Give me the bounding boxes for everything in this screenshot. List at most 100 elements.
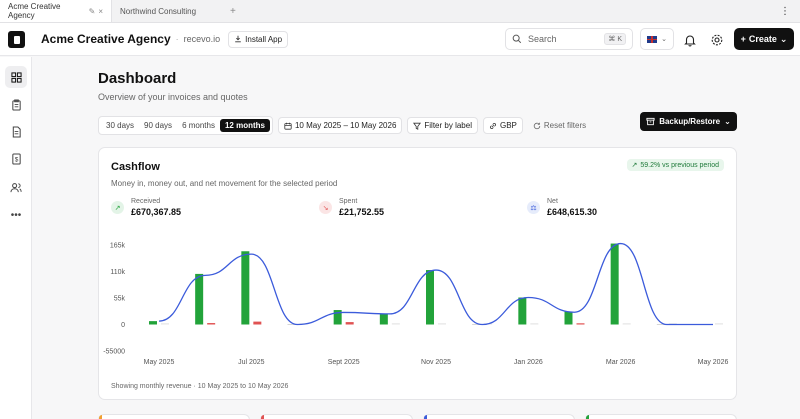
gear-icon[interactable]: [710, 33, 724, 47]
archive-icon: [646, 117, 655, 126]
create-button[interactable]: + Create ⌄: [734, 28, 794, 50]
spent-bar: [715, 323, 723, 325]
sidebar-item-quotes[interactable]: [5, 94, 27, 116]
calendar-icon: [284, 122, 292, 130]
filter-by-label-button[interactable]: Filter by label: [407, 117, 478, 134]
filter-icon: [413, 122, 422, 130]
received-bar: [149, 321, 157, 325]
received-bar: [195, 273, 204, 325]
summary-card[interactable]: [584, 414, 737, 419]
chart-caption: Showing monthly revenue · 10 May 2025 to…: [111, 383, 289, 390]
spent-bar: [530, 323, 539, 325]
new-tab-icon[interactable]: +: [230, 5, 236, 17]
workspace-domain: recevo.io: [183, 34, 221, 44]
tab-acme[interactable]: Acme Creative Agency ✎ ×: [0, 0, 112, 22]
received-bar: [333, 310, 342, 325]
plus-icon: +: [740, 34, 746, 44]
sidebar-item-clients[interactable]: [5, 176, 27, 198]
received-bar: [656, 324, 665, 325]
more-icon: •••: [10, 209, 22, 221]
y-tick-label: 165k: [110, 243, 126, 250]
spent-bar: [622, 323, 631, 325]
stat-label: Spent: [339, 198, 358, 205]
stat-value: £21,752.55: [339, 207, 385, 217]
link-icon: [489, 122, 496, 129]
y-tick-label: 0: [121, 322, 125, 329]
clipboard-icon: [11, 99, 21, 111]
scale-icon: ⚖: [527, 201, 540, 214]
stat-spent: ↘ Spent £21,752.55: [319, 198, 384, 217]
search-input[interactable]: Search ⌘ K: [505, 28, 633, 50]
filter-bar: 30 days 90 days 6 months 12 months 10 Ma…: [98, 116, 591, 135]
range-90-days[interactable]: 90 days: [144, 121, 173, 130]
stat-net: ⚖ Net £648,615.30: [527, 198, 597, 217]
reset-filters-label: Reset filters: [543, 121, 587, 130]
workspace-name[interactable]: Acme Creative Agency: [41, 32, 171, 46]
tab-northwind[interactable]: Northwind Consulting: [112, 0, 224, 22]
backup-restore-button[interactable]: Backup/Restore ⌄: [640, 112, 737, 131]
users-icon: [10, 182, 22, 192]
more-vertical-icon[interactable]: ⋮: [780, 5, 790, 17]
received-bar: [518, 297, 527, 325]
range-6-months[interactable]: 6 months: [182, 121, 215, 130]
chevron-down-icon: ⌄: [724, 117, 731, 126]
app-logo[interactable]: [8, 30, 25, 48]
date-range-button[interactable]: 10 May 2025 – 10 May 2026: [277, 117, 403, 134]
x-tick-label: Jul 2025: [238, 359, 265, 366]
x-tick-label: Nov 2025: [421, 359, 451, 366]
x-tick-label: May 2025: [144, 359, 175, 366]
received-bar: [287, 324, 296, 325]
uk-flag-icon: [647, 35, 658, 43]
invoice-icon: $: [11, 153, 21, 165]
y-tick-label: 110k: [110, 269, 125, 276]
arrow-up-right-icon: ↗: [111, 201, 124, 214]
language-selector[interactable]: ⌄: [640, 28, 674, 50]
cashflow-title: Cashflow: [111, 161, 160, 173]
received-bar: [610, 243, 619, 325]
sidebar: $ •••: [0, 57, 32, 419]
create-label: Create: [748, 34, 777, 44]
search-placeholder: Search: [528, 34, 557, 44]
spent-bar: [253, 321, 262, 325]
reset-filters-button[interactable]: Reset filters: [528, 118, 591, 133]
sidebar-item-dashboard[interactable]: [5, 66, 27, 88]
install-app-button[interactable]: Install App: [228, 30, 289, 48]
stat-label: Received: [131, 198, 161, 205]
trend-badge: ↗ 59.2% vs previous period: [626, 159, 724, 171]
main-content: Dashboard Overview of your invoices and …: [32, 57, 800, 419]
received-bar: [241, 251, 250, 325]
summary-card[interactable]: [260, 414, 413, 419]
refresh-icon: [533, 122, 541, 129]
sidebar-item-documents[interactable]: [5, 121, 27, 143]
install-app-label: Install App: [245, 34, 283, 44]
app-header: Acme Creative Agency · recevo.io Install…: [0, 23, 800, 56]
range-30-days[interactable]: 30 days: [106, 121, 135, 130]
currency-label: GBP: [499, 121, 517, 130]
arrow-down-right-icon: ↘: [319, 201, 332, 214]
net-line: [158, 242, 713, 326]
date-range-label: 10 May 2025 – 10 May 2026: [294, 121, 397, 130]
sidebar-item-invoices[interactable]: $: [5, 148, 27, 170]
cashflow-chart: 165k 110k 55k 0 -55000 May 2025 Jul 2025 Sept 2…: [103, 242, 729, 367]
chevron-down-icon: ⌄: [779, 33, 788, 44]
sidebar-item-more[interactable]: •••: [5, 204, 27, 226]
range-12-months[interactable]: 12 months: [219, 119, 270, 132]
spent-bar: [207, 323, 216, 325]
page-title: Dashboard: [98, 70, 177, 87]
x-tick-label: May 2026: [698, 359, 729, 366]
separator: ·: [175, 34, 179, 44]
close-icon[interactable]: ×: [98, 6, 103, 16]
trend-text: 59.2% vs previous period: [640, 161, 719, 169]
y-tick-label: -55000: [103, 349, 125, 356]
summary-card[interactable]: [98, 414, 251, 419]
spent-bar: [438, 323, 446, 325]
received-bar: [426, 270, 434, 325]
x-tick-label: Sept 2025: [328, 359, 360, 366]
spent-bar: [161, 323, 169, 325]
currency-button[interactable]: GBP: [482, 117, 523, 134]
summary-card[interactable]: [422, 414, 575, 419]
edit-icon[interactable]: ✎: [88, 6, 96, 16]
bell-icon[interactable]: [683, 33, 697, 47]
chevron-down-icon: ⌄: [661, 36, 667, 43]
received-bar: [379, 313, 388, 325]
